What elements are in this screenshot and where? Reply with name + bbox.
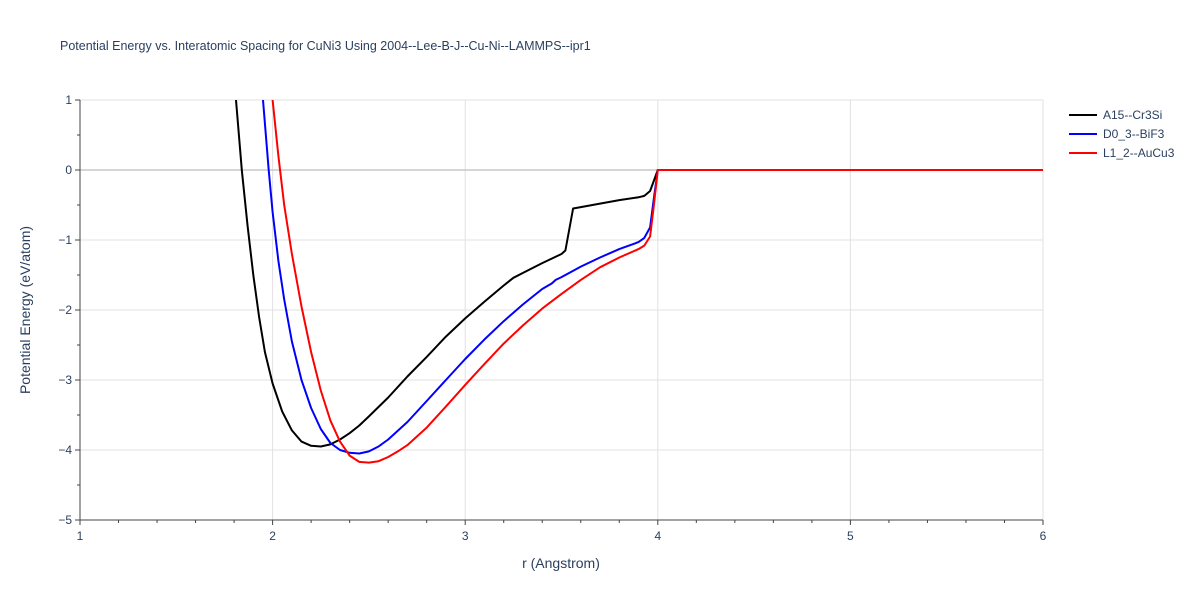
series-line-d0-3-bif3 <box>262 100 1043 455</box>
x-tick-label: 3 <box>462 529 469 543</box>
grid <box>80 99 1044 520</box>
y-tick-label: −5 <box>58 513 72 527</box>
y-tick-label: 0 <box>65 163 72 177</box>
series-line-a15-cr3si <box>235 100 1043 448</box>
y-tick-label: −4 <box>58 443 72 457</box>
x-tick-label: 6 <box>1040 529 1047 543</box>
x-tick-label: 1 <box>77 529 84 543</box>
legend-label: A15--Cr3Si <box>1103 108 1162 122</box>
x-tick-label: 5 <box>847 529 854 543</box>
chart-title: Potential Energy vs. Interatomic Spacing… <box>60 39 591 53</box>
y-tick-label: 1 <box>65 93 72 107</box>
series-line-l1-2-aucu3 <box>271 100 1043 464</box>
x-axis-title: r (Angstrom) <box>522 555 600 571</box>
plot-area <box>235 100 1043 464</box>
y-tick-label: −2 <box>58 303 72 317</box>
legend-label: D0_3--BiF3 <box>1103 127 1165 141</box>
legend-label: L1_2--AuCu3 <box>1103 146 1175 160</box>
x-tick-label: 4 <box>654 529 661 543</box>
legend-item-l1-2-aucu3[interactable]: L1_2--AuCu3 <box>1069 146 1175 160</box>
y-tick-label: −3 <box>58 373 72 387</box>
y-axis-title: Potential Energy (eV/atom) <box>17 226 33 394</box>
legend-item-a15-cr3si[interactable]: A15--Cr3Si <box>1069 108 1162 122</box>
x-tick-label: 2 <box>269 529 276 543</box>
legend-item-d0-3-bif3[interactable]: D0_3--BiF3 <box>1069 127 1165 141</box>
y-tick-label: −1 <box>58 233 72 247</box>
legend[interactable]: A15--Cr3Si D0_3--BiF3 L1_2--AuCu3 <box>1069 108 1175 160</box>
axes: 1 2 3 4 5 6 1 0 −1 −2 −3 −4 −5 <box>58 93 1046 543</box>
